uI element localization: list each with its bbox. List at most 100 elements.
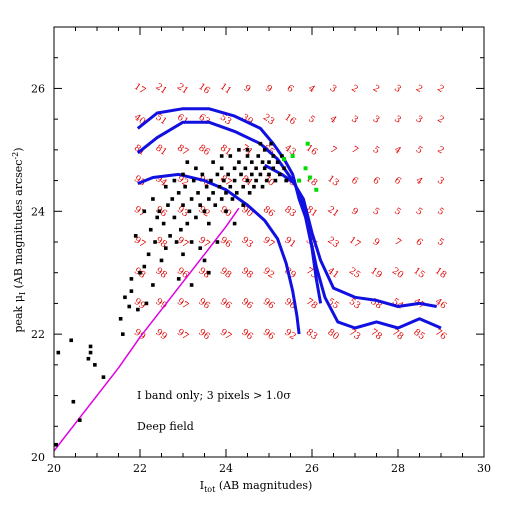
scatter-point (142, 264, 147, 269)
axis-ticks (53, 26, 485, 458)
grid-value: 2 (435, 114, 445, 125)
grid-value: 5 (306, 114, 317, 126)
scatter-point (262, 166, 267, 171)
grid-value: 4 (306, 84, 317, 96)
x-tick-label: 24 (219, 462, 233, 475)
scatter-point (138, 270, 142, 275)
scatter-points (54, 141, 288, 447)
grid-value: 6 (392, 176, 403, 188)
scatter-point (155, 215, 159, 220)
x-tick-label: 20 (47, 462, 61, 475)
scatter-point (129, 289, 134, 293)
grid-value: 5 (435, 237, 446, 249)
scatter-point (237, 148, 241, 152)
grid-value: 2 (349, 84, 359, 95)
highlight-point (297, 178, 302, 183)
scatter-point (194, 166, 198, 171)
scatter-point (170, 197, 175, 201)
scatter-point (174, 240, 179, 244)
scatter-point (256, 154, 261, 158)
scatter-point (189, 197, 194, 201)
grid-value: 5 (371, 145, 382, 157)
scatter-point (202, 258, 207, 263)
scatter-point (153, 240, 157, 244)
scatter-point (241, 184, 245, 189)
scatter-point (176, 191, 181, 195)
scatter-point (56, 350, 61, 355)
scatter-point (260, 184, 265, 189)
scatter-point (198, 203, 202, 207)
x-tick-label: 30 (477, 462, 491, 475)
highlight-point (282, 157, 287, 162)
grid-value: 2 (435, 84, 445, 95)
grid-value: 9 (349, 206, 360, 218)
scatter-point (191, 178, 196, 183)
scatter-point (189, 283, 194, 287)
scatter-point (151, 283, 155, 287)
grid-value: 7 (392, 237, 403, 249)
scatter-point (284, 178, 288, 183)
scatter-point (219, 166, 224, 171)
scatter-point (142, 209, 147, 214)
y-tick-label: 20 (31, 451, 45, 464)
grid-value: 5 (371, 206, 382, 218)
y-axis-label-sub: I (18, 292, 27, 295)
scatter-point (217, 184, 222, 189)
grid-value: 3 (392, 114, 403, 126)
scatter-point (183, 184, 187, 189)
grid-value: 2 (371, 84, 381, 95)
scatter-point (159, 258, 164, 263)
grid-value: 2 (435, 145, 445, 156)
scatter-point (250, 160, 254, 164)
x-axis-label-main: I (200, 479, 204, 492)
x-tick-label: 28 (391, 462, 405, 475)
scatter-point (86, 356, 91, 361)
scatter-point (219, 154, 224, 158)
scatter-point (133, 234, 138, 238)
grid-value: 6 (285, 84, 296, 96)
scatter-point (71, 399, 76, 404)
scatter-point (211, 160, 215, 164)
scatter-point (54, 442, 58, 447)
annotation-band-info: I band only; 3 pixels > 1.0σ (137, 389, 291, 402)
scatter-point (78, 418, 82, 422)
scatter-point (224, 209, 228, 214)
scatter-point (118, 316, 123, 321)
scatter-point (194, 215, 198, 220)
scatter-point (157, 209, 162, 214)
scatter-point (247, 191, 252, 195)
scatter-point (226, 172, 230, 177)
scatter-point (243, 166, 248, 171)
highlight-point (290, 154, 295, 158)
scatter-point (161, 221, 166, 226)
scatter-point (258, 172, 263, 177)
scatter-point (237, 160, 241, 164)
grid-value: 9 (371, 237, 382, 249)
scatter-point (69, 338, 73, 343)
scatter-point (209, 178, 213, 183)
scatter-point (121, 332, 125, 336)
grid-value: 6 (414, 237, 425, 249)
highlight-point (307, 175, 312, 180)
grid-value: 6 (371, 176, 382, 188)
scatter-point (277, 172, 282, 177)
scatter-point (228, 154, 233, 158)
scatter-point (241, 203, 245, 207)
scatter-point (265, 178, 269, 183)
highlight-points (282, 141, 319, 192)
grid-value: 4 (328, 114, 339, 126)
y-axis-label-main: peak μ (12, 295, 25, 332)
scatter-point (215, 240, 220, 244)
grid-value: 9 (242, 84, 253, 96)
scatter-point (230, 197, 235, 201)
scatter-point (166, 203, 170, 207)
scatter-point (151, 197, 155, 201)
grid-value: 3 (349, 114, 360, 126)
y-axis-label-rest: (AB magnitudes arcsec (12, 160, 25, 292)
scatter-point (273, 178, 278, 183)
series-line-5 (54, 207, 240, 452)
y-axis-label-close: ) (12, 147, 25, 151)
scatter-point (144, 301, 149, 306)
